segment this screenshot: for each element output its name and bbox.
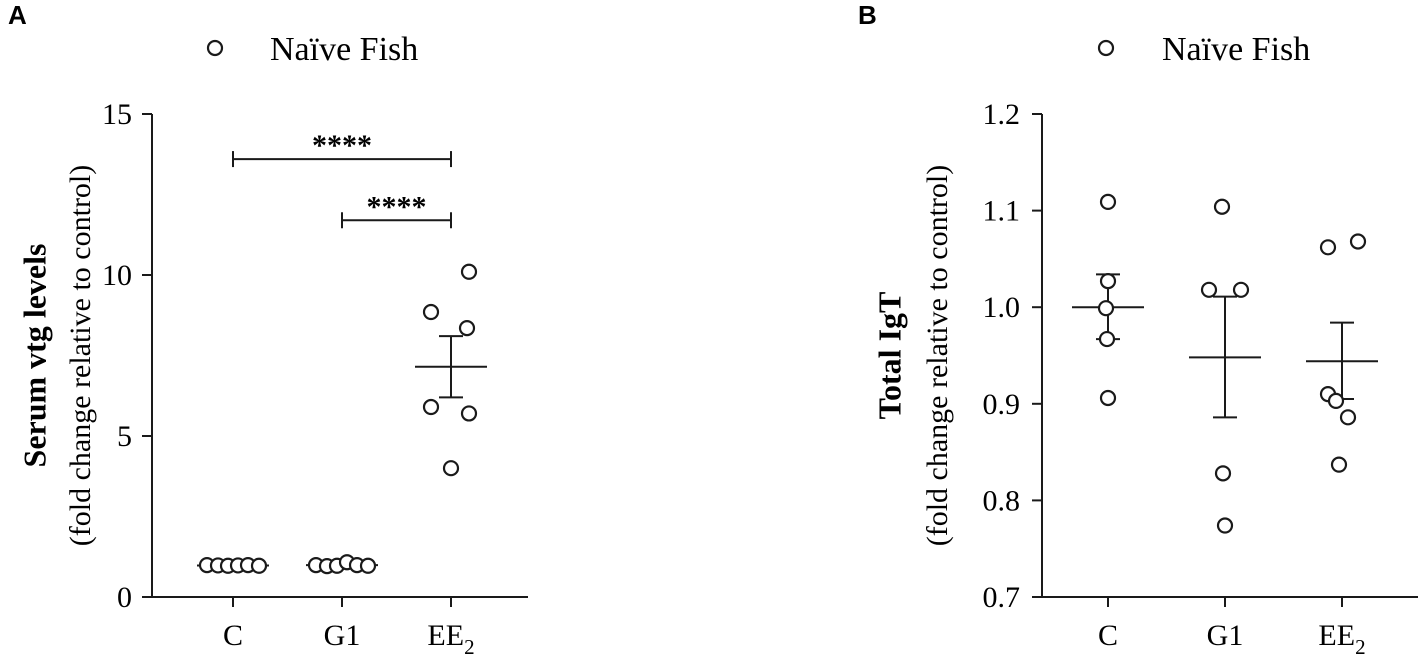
data-point xyxy=(460,263,478,280)
x-tick-label: EE2 xyxy=(1318,619,1365,659)
data-point xyxy=(1327,392,1345,410)
y-tick-label: 1.2 xyxy=(983,98,1021,131)
data-point xyxy=(1214,465,1232,482)
y-tick-label: 10 xyxy=(102,259,132,292)
y-tick-label: 0.8 xyxy=(983,484,1021,517)
y-axis-subtitle: (fold change relative to control) xyxy=(64,165,97,547)
legend-marker xyxy=(1097,39,1115,57)
panel-letter: A xyxy=(8,0,27,30)
data-point xyxy=(1349,233,1367,250)
data-point xyxy=(1099,193,1117,211)
data-point xyxy=(458,320,476,337)
x-tick-label: G1 xyxy=(1207,619,1244,652)
data-point xyxy=(359,557,377,574)
y-tick-label: 1.1 xyxy=(983,195,1021,228)
data-point xyxy=(1200,281,1218,298)
data-point xyxy=(1330,456,1348,473)
data-point xyxy=(460,405,478,422)
data-point xyxy=(1232,281,1250,298)
data-point xyxy=(1099,389,1117,407)
y-axis-title: Total IgT xyxy=(871,292,907,420)
significance-label: **** xyxy=(312,129,372,162)
panel-a: A Naïve Fish 0 5 10 15 Serum vtg levels (fold c… xyxy=(8,0,528,659)
y-tick-label: 5 xyxy=(117,420,132,453)
y-tick-label: 0.7 xyxy=(983,581,1021,614)
data-point xyxy=(422,398,440,416)
x-tick-label: G1 xyxy=(324,619,361,652)
data-point xyxy=(1213,198,1231,215)
data-point xyxy=(250,557,268,574)
y-tick-label: 1.0 xyxy=(983,291,1021,324)
x-tick-label: C xyxy=(223,619,243,652)
x-tick-label: EE2 xyxy=(427,619,474,659)
data-point xyxy=(1319,239,1337,256)
y-axis-title: Serum vtg levels xyxy=(16,244,52,468)
data-point xyxy=(1098,330,1116,348)
significance-label: **** xyxy=(367,190,427,223)
y-axis-subtitle: (fold change relative to control) xyxy=(921,165,954,547)
y-tick-label: 0.9 xyxy=(983,388,1021,421)
data-point xyxy=(1339,409,1357,426)
panel-letter: B xyxy=(858,0,877,30)
legend-marker xyxy=(206,39,224,57)
legend-label: Naïve Fish xyxy=(270,31,418,68)
panel-b: B Naïve Fish 0.7 0.8 0.9 1.0 1.1 1.2 Total IgT (f… xyxy=(858,0,1418,659)
data-point xyxy=(1097,300,1115,317)
legend-label: Naïve Fish xyxy=(1162,31,1310,68)
data-point xyxy=(1216,517,1234,534)
data-point xyxy=(422,303,440,321)
y-tick-label: 15 xyxy=(102,98,132,131)
x-tick-label: C xyxy=(1098,619,1118,652)
y-tick-label: 0 xyxy=(117,581,132,614)
data-point xyxy=(442,460,460,477)
data-point xyxy=(1099,273,1117,290)
